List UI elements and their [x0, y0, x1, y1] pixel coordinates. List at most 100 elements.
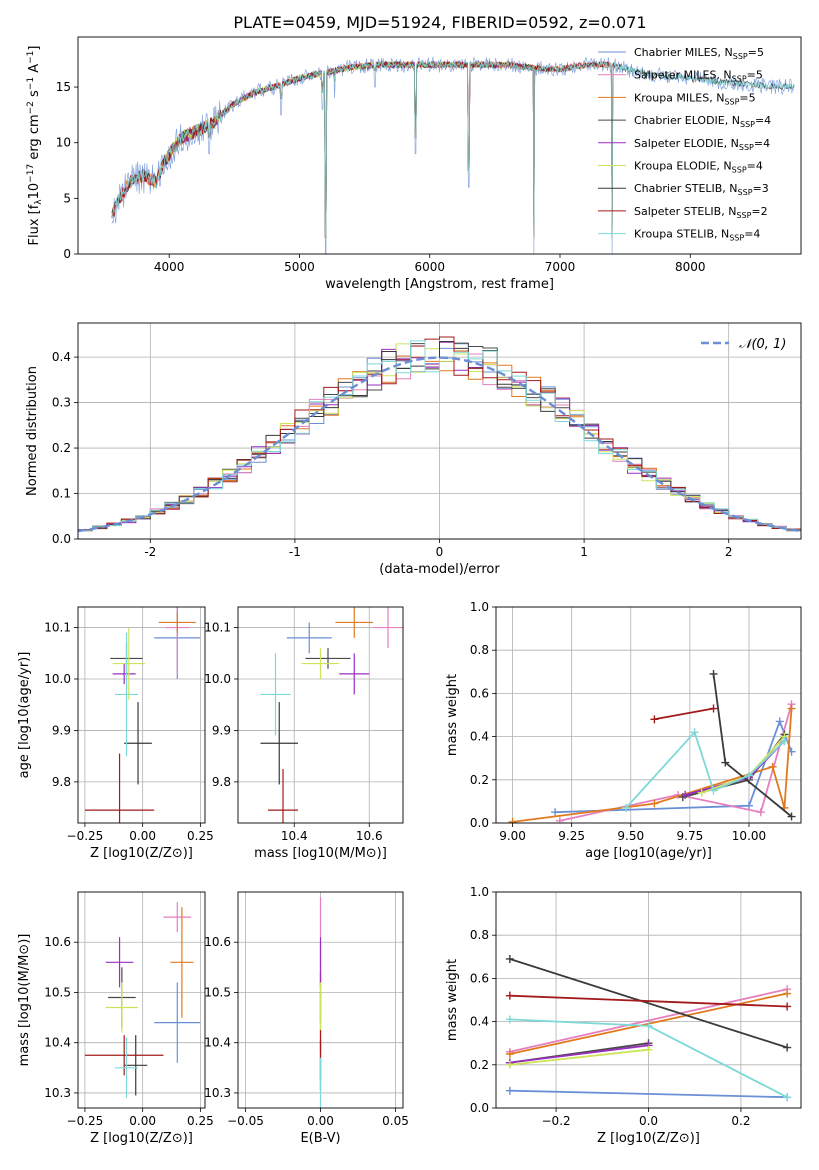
x-tick-label: 0	[436, 545, 444, 559]
y-tick-label: 10.3	[204, 1086, 231, 1100]
y-axis-label: mass weight	[445, 674, 460, 756]
y-tick-label: 10.5	[204, 985, 231, 999]
y-tick-label: 0.2	[52, 441, 71, 455]
weight-marker-chabrier-miles	[744, 801, 753, 810]
legend-entry: Salpeter MILES, NSSP=5	[634, 69, 763, 84]
x-axis-label: mass [log10(M/M⊙)]	[254, 846, 387, 861]
axes-frame	[77, 891, 206, 1109]
y-tick-label: 9.9	[212, 723, 231, 737]
weight-line-salpeter-stelib	[654, 707, 714, 721]
weight-marker-chabrier-stelib	[787, 812, 796, 821]
x-tick-label: 10.4	[281, 829, 308, 843]
legend-entry: Salpeter STELIB, NSSP=2	[634, 205, 768, 220]
y-tick-label: 10.3	[44, 1086, 71, 1100]
x-tick-label: 0.25	[187, 829, 214, 843]
x-tick-label: 9.50	[617, 829, 644, 843]
spectrum-legend: Chabrier MILES, NSSP=5 Salpeter MILES, NS…	[598, 46, 771, 243]
plot-area-spectrum	[111, 57, 795, 254]
y-tick-label: 10.0	[44, 672, 71, 686]
y-axis-label: Flux [fλ10−17 erg cm−2 s−1 A−1]	[26, 46, 44, 246]
weight-marker-kroupa-miles	[508, 817, 517, 823]
weight-marker-kroupa-elodie	[697, 788, 706, 797]
y-tick-label: 0.8	[470, 928, 489, 942]
legend-entry: 𝒩(0, 1)	[739, 337, 786, 352]
weight-line-salpeter-stelib	[509, 994, 788, 1008]
x-tick-label: 1	[580, 545, 588, 559]
weight-marker-salpeter-stelib	[505, 991, 514, 1000]
figure-title: PLATE=0459, MJD=51924, FIBERID=0592, z=0…	[233, 13, 646, 32]
axes-frame	[77, 36, 802, 255]
weight-marker-chabrier-stelib	[505, 954, 514, 963]
x-tick-label: 0.00	[129, 1114, 156, 1128]
x-axis-label: wavelength [Angstrom, rest frame]	[325, 277, 554, 292]
x-tick-label: 0.2	[731, 1114, 750, 1128]
legend-entry: Chabrier MILES, NSSP=5	[634, 46, 764, 61]
weight-line-chabrier-miles	[509, 1089, 788, 1099]
y-tick-label: 0.1	[52, 487, 71, 501]
weight-marker-kroupa-stelib	[783, 1093, 792, 1102]
x-tick-label: -1	[289, 545, 301, 559]
x-tick-label: -2	[144, 545, 156, 559]
weight-marker-kroupa-miles	[768, 762, 777, 771]
weight-marker-chabrier-miles	[551, 808, 560, 817]
weight-marker-chabrier-stelib	[721, 758, 730, 767]
weight-line-chabrier-stelib	[509, 958, 788, 1049]
weight-marker-kroupa-stelib	[780, 736, 789, 745]
axes-frame	[77, 606, 206, 824]
spectrum-line-chabrier-miles	[111, 57, 795, 254]
legend-entry: Chabrier ELODIE, NSSP=4	[634, 114, 771, 129]
weight-marker-salpeter-stelib	[783, 1002, 792, 1011]
plot-area-mass-vs-z	[84, 902, 201, 1098]
weight-marker-salpeter-stelib	[650, 715, 659, 724]
axes-frame	[495, 891, 802, 1109]
weight-line-salpeter-elodie	[509, 1044, 649, 1064]
weight-marker-salpeter-stelib	[709, 704, 718, 713]
weight-marker-kroupa-miles	[650, 799, 659, 808]
axes-frame	[77, 322, 802, 540]
plot-mass-vs-z: −0.25 0.00 0.25 10.3 10.4 10.5 10.6 Z [log10(Z/…	[17, 891, 214, 1146]
weight-marker-kroupa-stelib	[709, 786, 718, 795]
y-tick-label: 10.6	[204, 935, 231, 949]
y-tick-label: 15	[56, 80, 71, 94]
y-tick-label: 10.1	[204, 621, 231, 635]
y-axis-label: mass [log10(M/M⊙)]	[17, 934, 32, 1067]
x-tick-label: 9.00	[499, 829, 526, 843]
hist-kroupa-stelib	[78, 340, 801, 531]
weight-marker-kroupa-miles	[783, 989, 792, 998]
spectrum-line-salpeter-elodie	[158, 60, 535, 238]
weight-marker-chabrier-miles	[775, 717, 784, 726]
x-tick-label: −0.25	[67, 1114, 104, 1128]
x-tick-label: 0.05	[382, 1114, 409, 1128]
legend-entry: Kroupa ELODIE, NSSP=4	[634, 160, 763, 175]
y-tick-label: 0.0	[52, 532, 71, 546]
legend-entry: Kroupa MILES, NSSP=5	[634, 91, 756, 106]
plot-spectrum: 4000 5000 6000 7000 8000 0 5 10 15 wavelength [An…	[26, 36, 802, 292]
x-tick-label: −0.05	[227, 1114, 264, 1128]
legend-entry: Salpeter ELODIE, NSSP=4	[634, 137, 770, 152]
y-tick-label: 1.0	[470, 885, 489, 899]
hist-salpeter-stelib	[78, 336, 801, 531]
weight-marker-chabrier-miles	[505, 1086, 514, 1095]
y-tick-label: 0.0	[470, 1101, 489, 1115]
weight-marker-kroupa-stelib	[644, 1021, 653, 1030]
plot-area-age-vs-z	[84, 607, 201, 823]
axes-frame	[237, 891, 404, 1109]
y-tick-label: 0	[63, 247, 71, 261]
y-tick-label: 0.2	[470, 1058, 489, 1072]
weight-line-salpeter-miles	[509, 988, 788, 1053]
y-tick-label: 9.8	[52, 775, 71, 789]
plot-area-age-vs-mass	[260, 607, 403, 823]
weight-marker-kroupa-miles	[787, 704, 796, 713]
x-tick-label: 2	[725, 545, 733, 559]
y-tick-label: 10.0	[204, 672, 231, 686]
weight-marker-kroupa-elodie	[505, 1060, 514, 1069]
y-tick-label: 1.0	[470, 600, 489, 614]
x-tick-label: 7000	[545, 260, 576, 274]
x-axis-label: Z [log10(Z/Z⊙)]	[90, 1131, 193, 1146]
legend-entry: Kroupa STELIB, NSSP=4	[634, 228, 760, 243]
y-tick-label: 0.3	[52, 396, 71, 410]
y-tick-label: 0.8	[470, 643, 489, 657]
weight-marker-kroupa-elodie	[644, 1045, 653, 1054]
plot-area-residual-histogram	[78, 336, 801, 533]
